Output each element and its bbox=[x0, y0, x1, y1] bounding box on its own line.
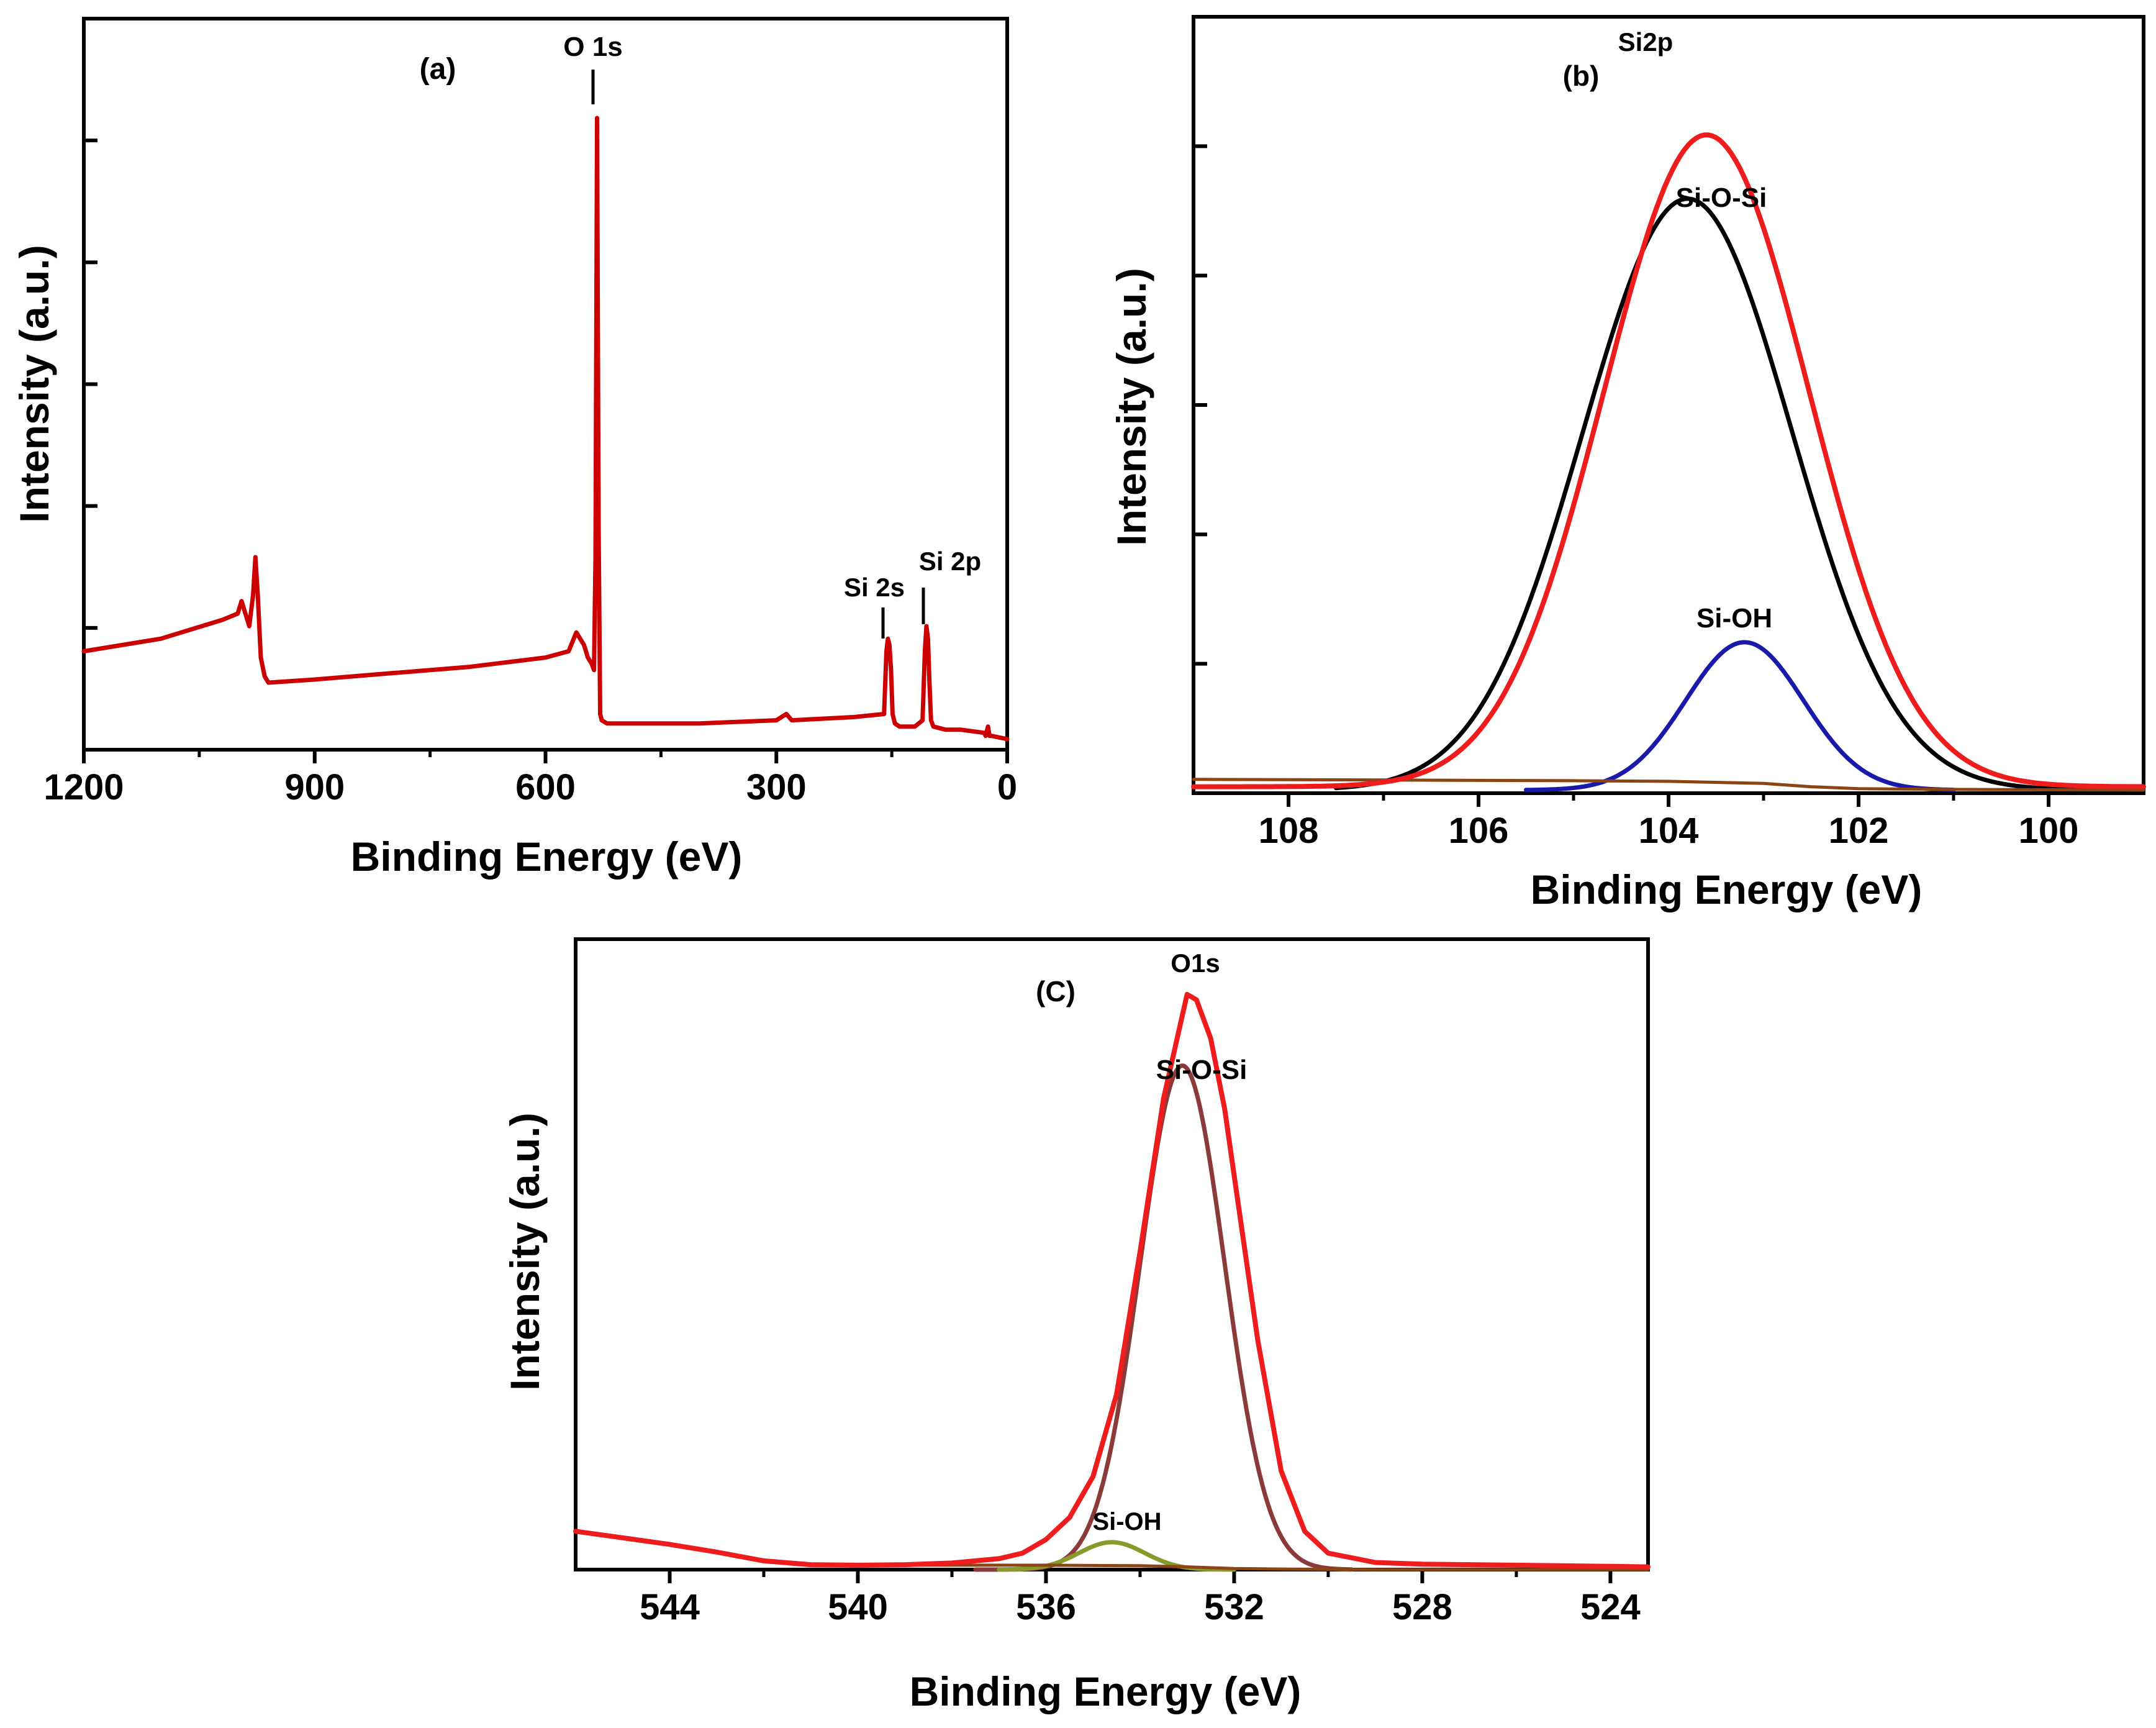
annotation-label: Si-O-Si bbox=[1156, 1055, 1248, 1085]
x-tick-label: 900 bbox=[284, 767, 345, 807]
x-tick-label: 536 bbox=[1016, 1587, 1076, 1627]
annotation-label: Si-OH bbox=[1092, 1508, 1161, 1535]
x-tick-label: 300 bbox=[746, 767, 807, 807]
annotation-label: Si 2p bbox=[919, 547, 981, 576]
x-tick-label: 0 bbox=[997, 767, 1017, 807]
annotation-label: Si-OH bbox=[1696, 603, 1772, 634]
y-axis-label: Intensity (a.u.) bbox=[502, 1112, 548, 1390]
x-axis-label: Binding Energy (eV) bbox=[351, 834, 743, 880]
series-envelope bbox=[1191, 132, 2146, 789]
x-tick-label: 106 bbox=[1449, 811, 1509, 851]
annotation-label: O 1s bbox=[563, 32, 622, 62]
x-axis-label: Binding Energy (eV) bbox=[910, 1668, 1302, 1714]
x-tick-label: 102 bbox=[1829, 811, 1889, 851]
series-si-oh bbox=[1524, 640, 1956, 793]
plot-frame-c bbox=[574, 937, 1650, 1571]
x-tick-label: 600 bbox=[515, 767, 576, 807]
annotation-label: Si 2s bbox=[844, 573, 905, 602]
panel-label: (C) bbox=[1036, 975, 1076, 1007]
chart-title: Si2p bbox=[1618, 27, 1674, 57]
panel-c: 544 540 536 532 528 524 Binding Energy (eV) Int… bbox=[502, 937, 1651, 1714]
series-si-o-si bbox=[973, 1063, 1354, 1572]
x-axis-label: Binding Energy (eV) bbox=[1531, 866, 1923, 912]
series-envelope bbox=[573, 991, 1651, 1570]
y-axis-label: Intensity (a.u.) bbox=[1108, 268, 1154, 545]
x-tick-label: 544 bbox=[640, 1587, 700, 1627]
x-tick-label: 100 bbox=[2019, 811, 2079, 851]
annotation-label: Si-O-Si bbox=[1676, 183, 1767, 213]
series-si-o-si bbox=[1334, 196, 2098, 792]
panel-b: 108 106 104 102 100 Binding Energy (eV) Intens… bbox=[1108, 15, 2146, 912]
series-background bbox=[1192, 778, 2145, 792]
x-tick-label: 108 bbox=[1259, 811, 1319, 851]
series-survey bbox=[81, 116, 1010, 742]
chart-title: O1s bbox=[1171, 948, 1220, 978]
x-tick-label: 1200 bbox=[43, 767, 124, 807]
y-axis-label: Intensity (a.u.) bbox=[11, 245, 57, 522]
series-background bbox=[856, 1563, 1650, 1571]
panel-a: 1200 900 600 300 0 Binding Energy (eV) Intensi… bbox=[11, 17, 1017, 880]
panel-label: (b) bbox=[1563, 60, 1600, 92]
x-tick-label: 540 bbox=[828, 1587, 888, 1627]
x-tick-label: 528 bbox=[1392, 1587, 1452, 1627]
x-tick-label: 532 bbox=[1204, 1587, 1264, 1627]
plot-frame-a bbox=[82, 17, 1009, 752]
x-tick-label: 104 bbox=[1639, 811, 1699, 851]
plot-frame-b bbox=[1192, 15, 2145, 795]
x-tick-label: 524 bbox=[1580, 1587, 1641, 1627]
panel-label: (a) bbox=[420, 53, 456, 86]
